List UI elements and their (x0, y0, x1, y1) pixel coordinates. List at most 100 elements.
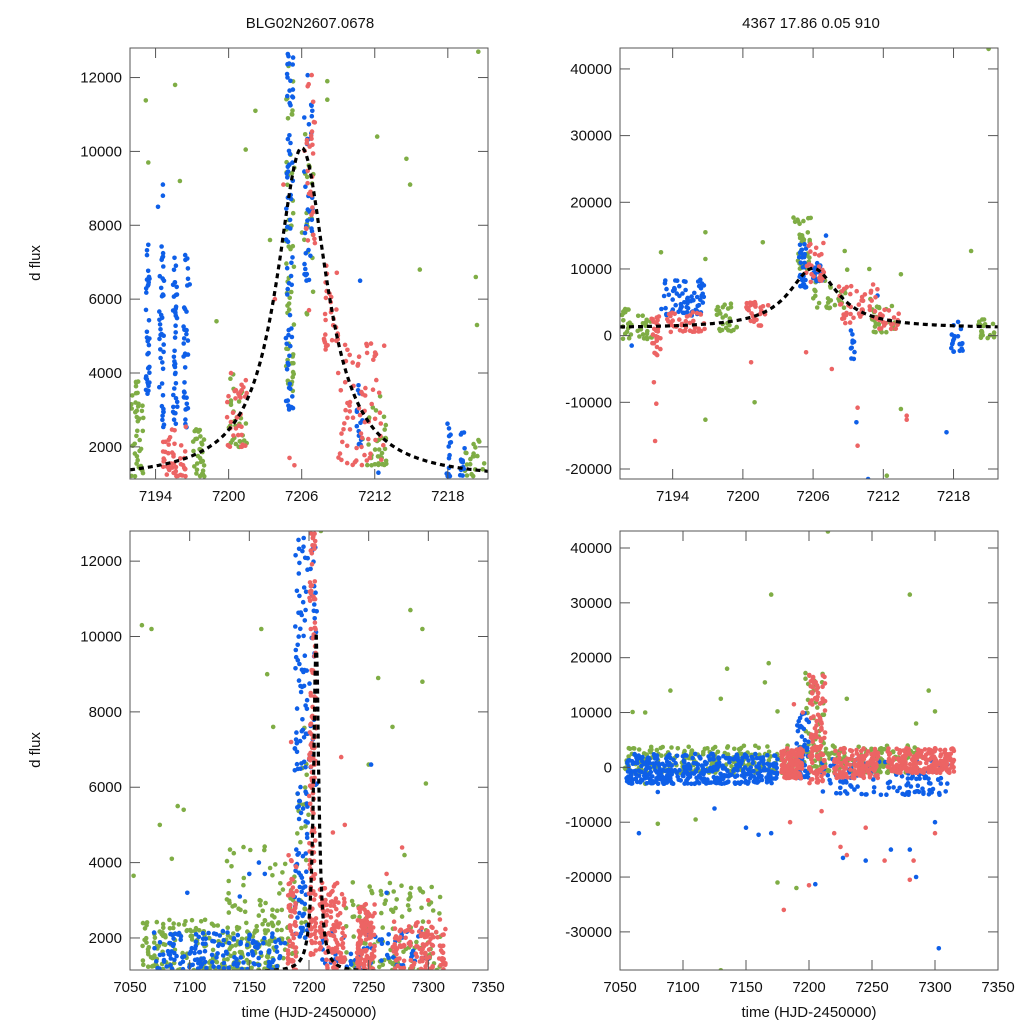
data-point (146, 160, 151, 165)
data-point (362, 452, 367, 458)
data-point (399, 845, 405, 850)
data-point (799, 277, 805, 283)
data-point (420, 919, 426, 924)
data-point (430, 925, 435, 931)
data-point (282, 861, 288, 867)
data-point (835, 758, 840, 763)
data-point (296, 546, 302, 552)
data-point (283, 335, 289, 341)
data-point (420, 946, 425, 952)
data-point (325, 78, 330, 84)
data-point (198, 434, 203, 439)
data-point (361, 964, 367, 969)
data-point (211, 923, 217, 928)
data-point (301, 683, 307, 689)
data-point (330, 933, 335, 938)
data-point (922, 747, 928, 752)
data-point (303, 857, 309, 863)
data-point (221, 966, 227, 970)
data-point (234, 963, 240, 969)
data-point (402, 852, 407, 858)
data-point (173, 263, 179, 269)
data-point (307, 801, 313, 807)
data-point (802, 251, 807, 257)
data-point (184, 928, 190, 933)
data-point (235, 432, 241, 438)
data-point (852, 757, 857, 763)
data-point (884, 792, 889, 797)
data-point (286, 957, 291, 963)
y-tick-label: 2000 (89, 439, 122, 456)
data-point (404, 156, 409, 162)
data-point (250, 949, 255, 954)
data-point (760, 304, 766, 309)
data-point (195, 453, 201, 459)
data-point (251, 938, 256, 944)
data-point (200, 468, 206, 474)
data-point (298, 689, 304, 695)
data-point (379, 457, 384, 463)
x-tick-label: 7050 (603, 979, 636, 996)
data-point (797, 773, 802, 779)
series-blue (629, 233, 965, 479)
data-point (850, 753, 855, 758)
data-point (160, 182, 166, 187)
data-point (930, 770, 935, 775)
data-point (188, 949, 194, 954)
data-point (367, 455, 373, 461)
data-point (848, 756, 853, 762)
data-point (298, 784, 303, 790)
data-point (722, 781, 727, 786)
y-tick-label: 8000 (89, 217, 122, 234)
data-point (685, 295, 690, 301)
data-point (303, 907, 308, 912)
data-point (309, 228, 315, 234)
data-point (297, 738, 303, 744)
data-point (904, 413, 909, 419)
data-point (143, 935, 149, 941)
data-point (287, 312, 293, 318)
data-point (822, 674, 827, 680)
data-point (917, 760, 922, 766)
data-point (658, 346, 663, 352)
data-point (790, 748, 796, 754)
data-point (308, 591, 314, 596)
data-point (285, 182, 290, 188)
data-point (229, 943, 235, 949)
data-point (173, 330, 178, 335)
data-point (369, 890, 375, 896)
data-point (701, 771, 706, 777)
data-point (376, 390, 382, 396)
data-point (145, 964, 151, 969)
data-point (797, 232, 802, 237)
data-point (714, 312, 720, 318)
data-point (647, 780, 652, 785)
data-point (751, 774, 757, 779)
data-point (322, 311, 328, 317)
data-point (474, 322, 480, 328)
data-point (803, 676, 808, 681)
data-point (171, 404, 176, 410)
data-point (899, 774, 905, 779)
data-point (799, 724, 805, 730)
data-point (642, 761, 647, 766)
data-point (130, 393, 135, 398)
data-point (172, 931, 178, 936)
data-point (144, 940, 149, 945)
data-point (227, 847, 233, 852)
x-tick-label: 7212 (358, 488, 391, 505)
data-point (369, 951, 375, 957)
data-point (291, 945, 297, 950)
data-point (364, 458, 370, 463)
data-point (267, 865, 273, 871)
data-point (326, 945, 331, 950)
data-point (290, 255, 295, 260)
data-point (274, 949, 280, 954)
data-point (447, 452, 452, 458)
data-point (157, 384, 162, 390)
data-point (682, 748, 687, 754)
data-point (287, 880, 293, 886)
data-point (133, 409, 138, 415)
data-point (310, 543, 315, 548)
data-point (664, 286, 669, 292)
